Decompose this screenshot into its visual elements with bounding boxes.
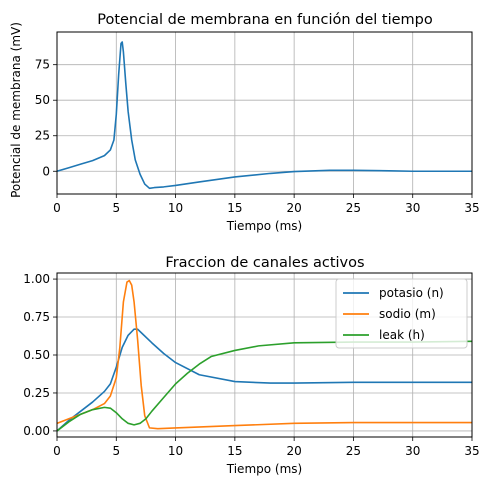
legend-entry: leak (h) bbox=[379, 328, 425, 342]
x-tick-label: 20 bbox=[287, 444, 302, 458]
chart-title: Potencial de membrana en función del tie… bbox=[97, 12, 433, 28]
active-channels-chart: Fraccion de canales activos 0 5 10 15 20 25 30… bbox=[23, 255, 479, 476]
legend-entry: sodio (m) bbox=[379, 307, 436, 321]
y-tick-label: 0.25 bbox=[23, 386, 50, 400]
series-line-leak bbox=[57, 340, 472, 432]
x-tick-label: 30 bbox=[405, 201, 420, 215]
series-line-sodio bbox=[57, 279, 472, 430]
x-tick-label: 0 bbox=[53, 444, 61, 458]
series-line-potasio bbox=[57, 328, 472, 432]
series-line-0 bbox=[57, 41, 472, 190]
x-tick-label: 25 bbox=[346, 201, 361, 215]
ticks: 0 5 10 15 20 25 30 35 0.00 0.25 0.50 0.75 1.00 bbox=[23, 272, 479, 458]
x-tick-label: 5 bbox=[112, 201, 120, 215]
y-tick-label: 0.00 bbox=[23, 424, 50, 438]
y-tick-label: 0.75 bbox=[23, 310, 50, 324]
x-tick-label: 35 bbox=[464, 444, 479, 458]
legend-entry: potasio (n) bbox=[379, 286, 444, 300]
x-tick-label: 10 bbox=[168, 444, 183, 458]
x-tick-label: 15 bbox=[227, 201, 242, 215]
x-axis-label: Tiempo (ms) bbox=[226, 462, 302, 476]
series bbox=[57, 41, 472, 190]
legend-box bbox=[335, 278, 468, 349]
ticks: 0 5 10 15 20 25 30 35 0 25 50 75 bbox=[35, 58, 480, 215]
x-tick-label: 20 bbox=[287, 201, 302, 215]
x-axis-label: Tiempo (ms) bbox=[226, 219, 302, 233]
x-tick-label: 25 bbox=[346, 444, 361, 458]
y-tick-label: 0 bbox=[42, 164, 50, 178]
plot-frame bbox=[56, 31, 473, 195]
x-tick-label: 30 bbox=[405, 444, 420, 458]
grid bbox=[56, 32, 473, 194]
x-tick-label: 15 bbox=[227, 444, 242, 458]
y-tick-label: 1.00 bbox=[23, 272, 50, 286]
y-tick-label: 0.50 bbox=[23, 348, 50, 362]
series bbox=[57, 279, 472, 432]
y-tick-label: 75 bbox=[35, 58, 50, 72]
y-axis-label: Potencial de membrana (mV) bbox=[9, 22, 23, 198]
x-tick-label: 5 bbox=[112, 444, 120, 458]
x-tick-label: 35 bbox=[464, 201, 479, 215]
y-tick-label: 25 bbox=[35, 129, 50, 143]
y-tick-label: 50 bbox=[35, 93, 50, 107]
membrane-potential-chart: Potencial de membrana en función del tie… bbox=[9, 12, 480, 233]
legend: potasio (n) sodio (m) leak (h) bbox=[335, 278, 468, 349]
chart-title: Fraccion de canales activos bbox=[165, 255, 364, 271]
x-tick-label: 10 bbox=[168, 201, 183, 215]
x-tick-label: 0 bbox=[53, 201, 61, 215]
